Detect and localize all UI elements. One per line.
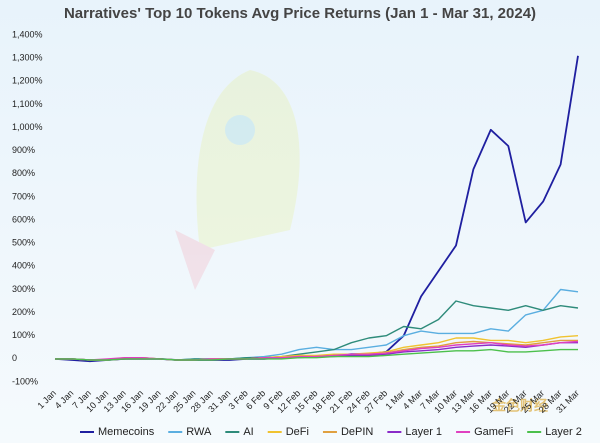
y-tick-label: 600% — [12, 214, 35, 224]
rocket-watermark — [175, 70, 300, 290]
line — [55, 340, 579, 361]
y-tick-label: 800% — [12, 168, 35, 178]
line — [55, 348, 578, 361]
y-tick-label: 1,400% — [12, 29, 43, 39]
legend-label: RWA — [186, 426, 212, 438]
y-tick-label: 1,200% — [12, 76, 43, 86]
legend-label: DePIN — [341, 426, 373, 438]
legend-label: GameFi — [474, 426, 513, 438]
y-tick-label: 1,000% — [12, 122, 43, 132]
watermark: 金色财经 — [491, 398, 548, 414]
y-tick-label: 900% — [12, 145, 35, 155]
legend-label: Memecoins — [98, 426, 155, 438]
y-tick-label: 400% — [12, 261, 35, 271]
y-tick-label: 1,300% — [12, 53, 43, 63]
y-tick-label: 100% — [12, 330, 35, 340]
y-tick-label: 700% — [12, 191, 35, 201]
legend-label: DeFi — [286, 426, 309, 438]
legend-label: Layer 2 — [545, 426, 582, 438]
legend-label: AI — [243, 426, 253, 438]
y-tick-label: 0 — [12, 353, 17, 363]
chart-title: Narratives' Top 10 Tokens Avg Price Retu… — [64, 5, 536, 22]
y-tick-label: 200% — [12, 307, 35, 317]
y-tick-label: 500% — [12, 238, 35, 248]
y-tick-label: -100% — [12, 376, 38, 386]
y-tick-label: 1,100% — [12, 99, 43, 109]
y-tick-label: 300% — [12, 284, 35, 294]
legend-label: Layer 1 — [405, 426, 442, 438]
